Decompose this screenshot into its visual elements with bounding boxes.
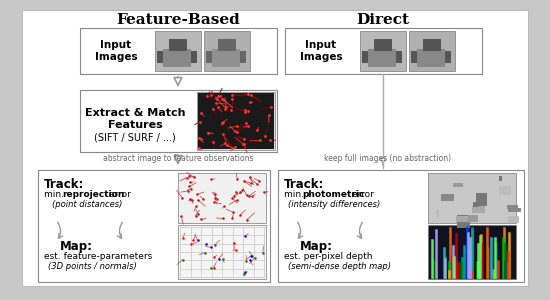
Bar	[453, 183, 463, 187]
Text: Extract & Match: Extract & Match	[85, 108, 185, 118]
Bar	[362, 51, 368, 63]
Bar	[456, 216, 468, 222]
Text: error: error	[106, 190, 131, 199]
Bar	[178, 173, 266, 223]
Bar	[155, 31, 201, 71]
Text: Map:: Map:	[60, 240, 93, 253]
Bar	[169, 39, 187, 51]
Bar	[411, 51, 417, 63]
Text: Track:: Track:	[44, 178, 84, 191]
Bar	[508, 216, 519, 223]
Bar	[499, 186, 511, 195]
Text: min.: min.	[44, 190, 67, 199]
Bar	[218, 39, 236, 51]
Bar	[204, 31, 250, 71]
Bar	[499, 176, 502, 181]
Text: min.: min.	[284, 190, 307, 199]
Text: (intensity differences): (intensity differences)	[288, 200, 380, 209]
Bar	[428, 173, 516, 223]
Bar	[423, 39, 441, 51]
Text: Track:: Track:	[284, 178, 324, 191]
Bar	[374, 39, 392, 51]
Text: Direct: Direct	[356, 13, 410, 27]
Text: (point distances): (point distances)	[52, 200, 122, 209]
Text: reprojection: reprojection	[62, 190, 124, 199]
Bar	[472, 206, 485, 213]
Bar	[445, 51, 451, 63]
Bar	[396, 51, 402, 63]
Bar	[285, 28, 482, 74]
Bar	[157, 51, 163, 63]
Bar	[441, 194, 454, 202]
Text: Map:: Map:	[300, 240, 333, 253]
Text: Input
Images: Input Images	[300, 40, 342, 62]
Bar	[507, 205, 519, 209]
Bar	[163, 49, 191, 67]
Bar	[468, 215, 478, 222]
Bar	[38, 170, 270, 282]
Text: (semi-dense depth map): (semi-dense depth map)	[288, 262, 391, 271]
Bar	[80, 28, 277, 74]
Bar	[409, 31, 455, 71]
Bar	[278, 170, 524, 282]
Text: error: error	[349, 190, 374, 199]
Bar	[178, 225, 266, 279]
Bar	[198, 93, 274, 149]
Text: photometric: photometric	[302, 190, 364, 199]
Bar	[472, 202, 479, 207]
Bar	[80, 90, 277, 152]
Text: est. feature-parameters: est. feature-parameters	[44, 252, 152, 261]
Bar	[476, 194, 487, 206]
Text: (SIFT / SURF / ...): (SIFT / SURF / ...)	[94, 132, 176, 142]
Bar	[417, 49, 445, 67]
Text: abstract image to feature observations: abstract image to feature observations	[103, 154, 253, 163]
Bar	[212, 49, 240, 67]
Bar	[360, 31, 406, 71]
Bar	[206, 51, 212, 63]
Bar	[368, 49, 396, 67]
Bar	[197, 92, 275, 150]
Text: Input
Images: Input Images	[95, 40, 138, 62]
Text: Feature-Based: Feature-Based	[116, 13, 240, 27]
Bar	[456, 214, 470, 228]
Text: (3D points / normals): (3D points / normals)	[48, 262, 137, 271]
Text: est. per-pixel depth: est. per-pixel depth	[284, 252, 372, 261]
Bar	[191, 51, 197, 63]
Bar	[240, 51, 246, 63]
Text: keep full images (no abstraction): keep full images (no abstraction)	[324, 154, 452, 163]
Bar	[428, 225, 516, 279]
Text: Features: Features	[108, 120, 162, 130]
Bar	[436, 210, 439, 217]
Bar	[459, 216, 470, 226]
Bar	[508, 208, 521, 212]
